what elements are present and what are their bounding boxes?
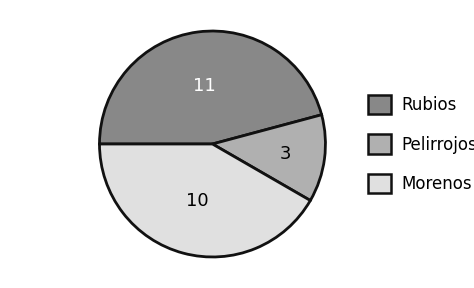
Wedge shape — [100, 31, 321, 144]
Text: 3: 3 — [280, 145, 291, 163]
Text: 11: 11 — [193, 77, 216, 95]
Legend: Rubios, Pelirrojos, Morenos: Rubios, Pelirrojos, Morenos — [368, 95, 474, 193]
Text: 10: 10 — [186, 192, 209, 210]
Wedge shape — [212, 115, 326, 200]
Wedge shape — [100, 144, 310, 257]
